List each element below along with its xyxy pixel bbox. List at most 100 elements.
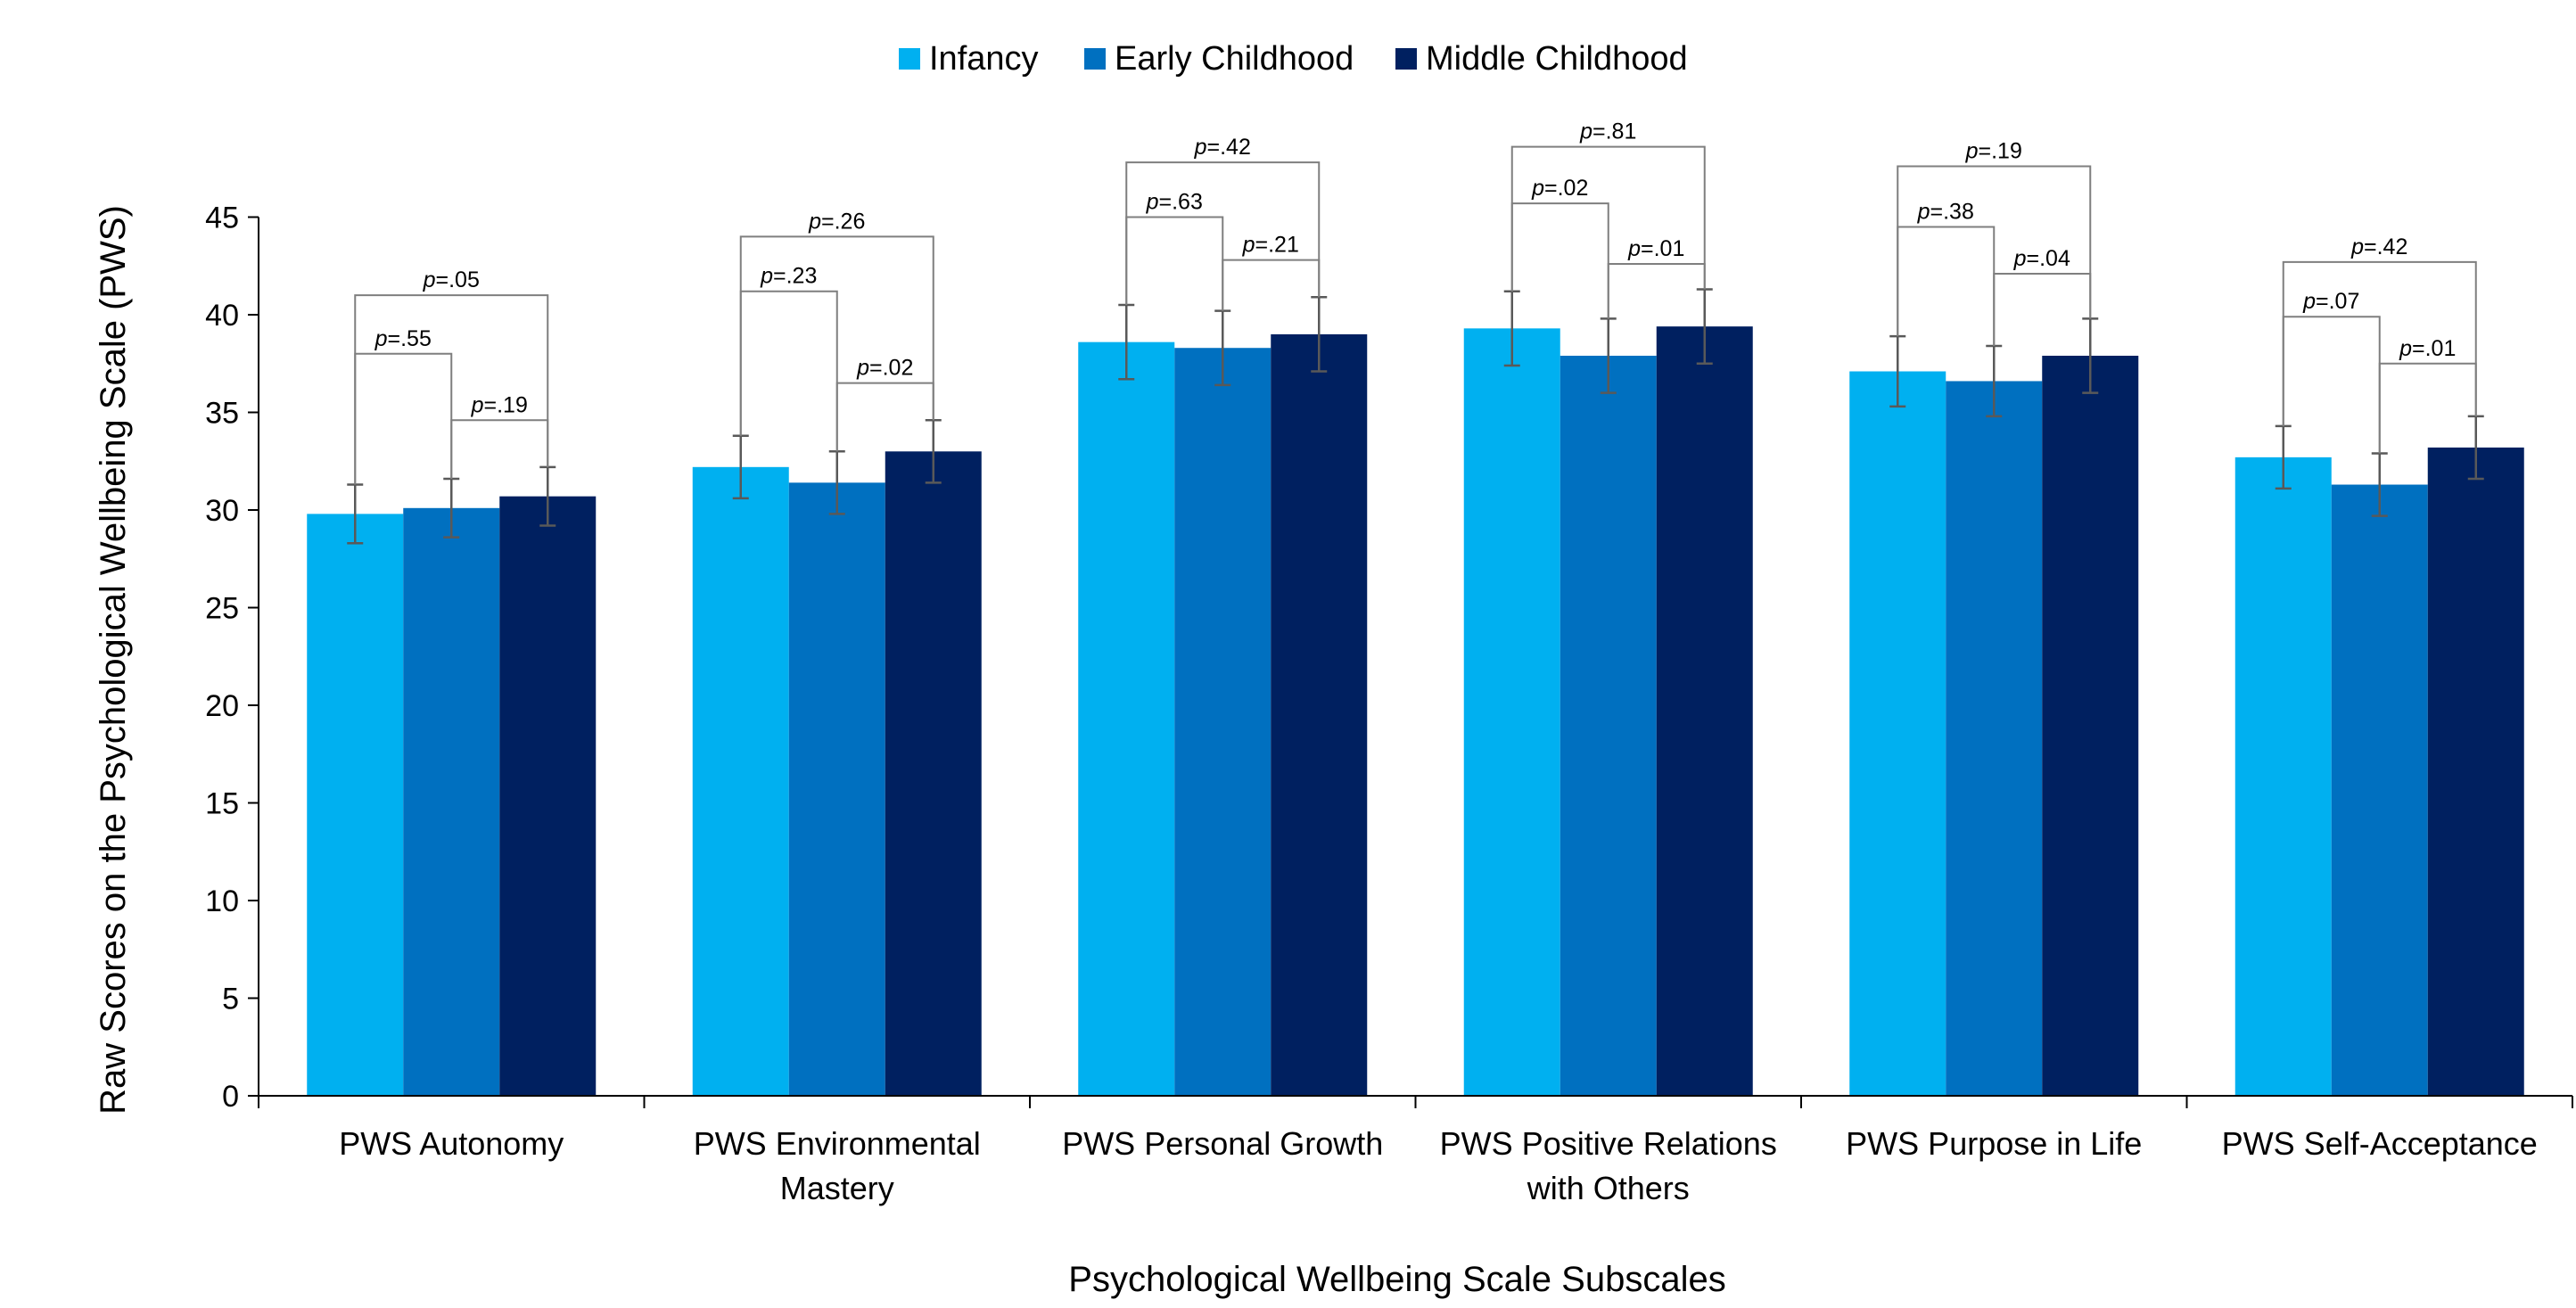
p-value-label: p=.02 bbox=[1531, 176, 1588, 201]
p-value-text: =.38 bbox=[1930, 199, 1974, 224]
significance-bracket bbox=[1125, 161, 1321, 306]
x-category-label-line: PWS Self-Acceptance bbox=[2222, 1125, 2538, 1162]
p-value-symbol: p bbox=[374, 326, 388, 351]
p-value-text: =.23 bbox=[773, 264, 817, 289]
p-value-symbol: p bbox=[2302, 289, 2316, 314]
p-value-label: p=.05 bbox=[423, 267, 480, 292]
legend: Infancy Early Childhood Middle Childhood bbox=[899, 40, 1688, 78]
x-category-label-line: PWS Autonomy bbox=[339, 1125, 564, 1162]
p-value-label: p=.38 bbox=[1917, 199, 1974, 224]
p-value-text: =.42 bbox=[2364, 234, 2407, 259]
p-value-symbol: p bbox=[1579, 119, 1593, 144]
y-tick-label: 30 bbox=[205, 494, 239, 528]
p-value-label: p=.04 bbox=[2013, 246, 2070, 271]
x-category-label-line: PWS Purpose in Life bbox=[1846, 1125, 2142, 1162]
bar bbox=[1271, 333, 1368, 1096]
bar bbox=[788, 482, 885, 1096]
bar bbox=[2427, 447, 2524, 1096]
y-tick-label: 35 bbox=[205, 397, 239, 431]
p-value-symbol: p bbox=[856, 356, 869, 381]
bar bbox=[1174, 348, 1272, 1097]
p-value-text: =.42 bbox=[1207, 135, 1251, 160]
legend-label: Infancy bbox=[929, 40, 1039, 78]
x-category-label-line: PWS Environmental bbox=[694, 1125, 981, 1162]
p-value-label: p=.63 bbox=[1146, 190, 1203, 215]
y-tick-label: 40 bbox=[205, 299, 239, 333]
p-value-label: p=.23 bbox=[760, 264, 817, 289]
significance-bracket bbox=[835, 382, 934, 452]
p-value-symbol: p bbox=[2350, 234, 2364, 259]
bar bbox=[1946, 381, 2043, 1097]
p-value-symbol: p bbox=[1194, 135, 1207, 160]
bar bbox=[403, 507, 500, 1096]
bar bbox=[2234, 457, 2332, 1096]
x-category-label: PWS Personal Growth bbox=[1062, 1125, 1383, 1162]
p-value-text: =.02 bbox=[1544, 176, 1588, 201]
p-value-text: =.19 bbox=[484, 392, 528, 417]
significance-bracket bbox=[450, 419, 549, 479]
p-value-label: p=.81 bbox=[1579, 119, 1636, 144]
x-category-label: PWS Purpose in Life bbox=[1846, 1125, 2142, 1162]
plot-area: p=.55p=.19p=.05 p=.23p=.02p=.26p=.63p=.21… bbox=[307, 119, 2524, 1097]
significance-bracket bbox=[354, 294, 549, 485]
legend-swatch bbox=[1084, 48, 1106, 70]
bar bbox=[885, 451, 982, 1096]
bar bbox=[1656, 326, 1753, 1096]
significance-bracket bbox=[1125, 216, 1224, 311]
bar bbox=[1078, 341, 1175, 1096]
bar bbox=[2042, 355, 2139, 1096]
p-value-text: =.81 bbox=[1593, 119, 1636, 144]
significance-bracket bbox=[1897, 226, 1996, 347]
bar bbox=[499, 496, 597, 1096]
p-value-symbol: p bbox=[1242, 233, 1255, 258]
p-value-label: p=.42 bbox=[2350, 234, 2407, 259]
x-category-label: PWS Autonomy bbox=[339, 1125, 564, 1162]
p-value-text: =.04 bbox=[2027, 246, 2070, 271]
y-tick-label: 45 bbox=[205, 202, 239, 235]
p-value-label: p=.01 bbox=[1627, 236, 1684, 261]
p-value-text: =.21 bbox=[1255, 233, 1299, 258]
significance-bracket bbox=[1510, 145, 1706, 292]
p-value-symbol: p bbox=[2013, 246, 2027, 271]
legend-swatch bbox=[1395, 48, 1417, 70]
bar bbox=[1849, 371, 1946, 1096]
x-category-label: PWS Positive Relations with Others bbox=[1440, 1125, 1777, 1206]
significance-bracket bbox=[1222, 259, 1321, 311]
significance-bracket bbox=[354, 352, 453, 485]
bar bbox=[2331, 484, 2428, 1096]
p-value-symbol: p bbox=[423, 267, 436, 292]
significance-bracket bbox=[2378, 362, 2477, 454]
legend-swatch bbox=[899, 48, 920, 70]
x-category-label-line: PWS Personal Growth bbox=[1062, 1125, 1383, 1162]
y-tick-label: 10 bbox=[205, 884, 239, 918]
p-value-symbol: p bbox=[1531, 176, 1544, 201]
y-tick-label: 0 bbox=[222, 1080, 239, 1114]
p-value-label: p=.55 bbox=[374, 326, 432, 351]
p-value-label: p=.07 bbox=[2302, 289, 2359, 314]
p-value-symbol: p bbox=[471, 392, 484, 417]
p-value-label: p=.42 bbox=[1194, 135, 1251, 160]
p-value-text: =.19 bbox=[1979, 139, 2022, 164]
p-value-symbol: p bbox=[1917, 199, 1930, 224]
p-value-symbol: p bbox=[808, 209, 821, 234]
p-value-label: p=.19 bbox=[1965, 139, 2022, 164]
y-tick-label: 25 bbox=[205, 592, 239, 626]
significance-bracket bbox=[1897, 165, 2092, 337]
bar bbox=[692, 466, 789, 1096]
significance-bracket bbox=[739, 290, 838, 452]
p-value-label: p=.21 bbox=[1242, 233, 1299, 258]
p-value-symbol: p bbox=[1965, 139, 1979, 164]
x-category-label-line: PWS Positive Relations bbox=[1440, 1125, 1777, 1162]
x-category-label-line: Mastery bbox=[780, 1170, 894, 1206]
significance-bracket bbox=[1993, 273, 2092, 347]
bar bbox=[307, 514, 404, 1096]
significance-bracket bbox=[1607, 263, 1706, 319]
p-value-symbol: p bbox=[1627, 236, 1641, 261]
p-value-text: =.63 bbox=[1159, 190, 1203, 215]
p-value-symbol: p bbox=[760, 264, 773, 289]
p-value-label: p=.19 bbox=[471, 392, 528, 417]
p-value-label: p=.02 bbox=[856, 356, 913, 381]
p-value-symbol: p bbox=[1146, 190, 1159, 215]
p-value-symbol: p bbox=[2399, 336, 2412, 361]
